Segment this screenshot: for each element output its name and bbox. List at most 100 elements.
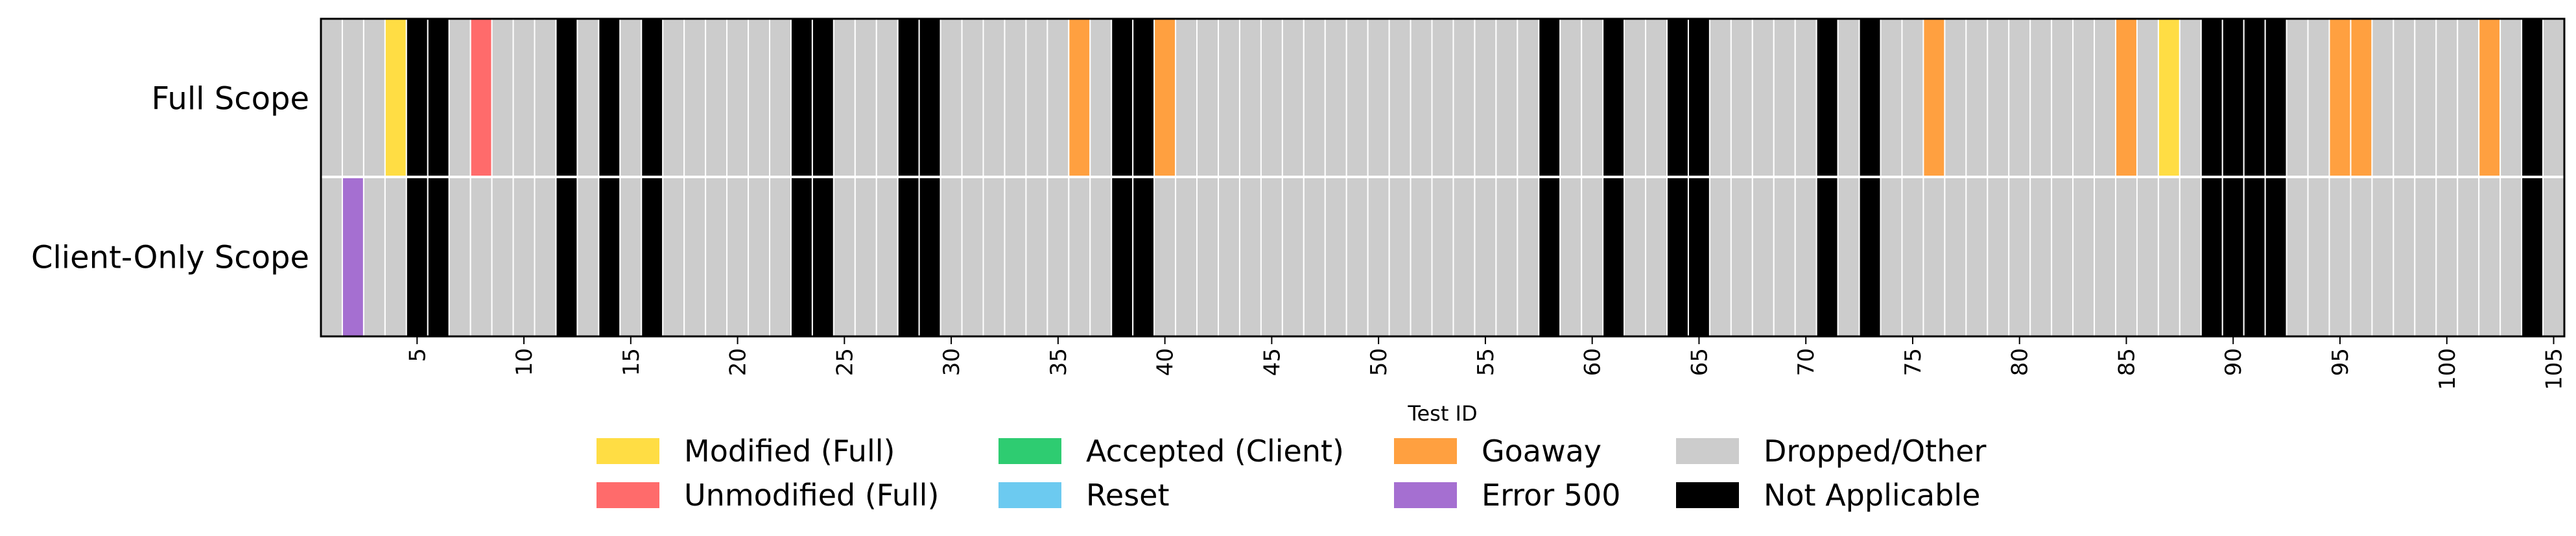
heatmap-cell-client-58 <box>1538 177 1561 337</box>
heatmap-cell-client-4 <box>384 177 407 337</box>
heatmap-cell-client-104 <box>2521 177 2544 337</box>
heatmap-cell-full-27 <box>875 18 899 178</box>
heatmap-cell-client-49 <box>1345 177 1369 337</box>
heatmap-cell-full-7 <box>448 18 471 178</box>
x-tick-label: 5 <box>405 348 431 362</box>
heatmap-cell-full-69 <box>1773 18 1796 178</box>
heatmap-cell-client-57 <box>1517 177 1540 337</box>
legend-swatch <box>998 482 1061 508</box>
heatmap-cell-full-89 <box>2200 18 2223 178</box>
heatmap-cell-client-37 <box>1089 177 1113 337</box>
heatmap-cell-client-33 <box>1004 177 1027 337</box>
heatmap-cell-client-64 <box>1666 177 1689 337</box>
heatmap-cell-client-87 <box>2157 177 2180 337</box>
heatmap-cell-client-29 <box>918 177 941 337</box>
heatmap-cell-client-41 <box>1175 177 1198 337</box>
heatmap-cell-client-9 <box>491 177 514 337</box>
heatmap-cell-client-20 <box>726 177 750 337</box>
heatmap-cell-client-28 <box>897 177 920 337</box>
heatmap-cell-full-50 <box>1367 18 1390 178</box>
x-tick-label: 95 <box>2328 348 2354 376</box>
heatmap-cell-full-22 <box>769 18 792 178</box>
heatmap-cell-client-53 <box>1431 177 1454 337</box>
heatmap-cell-client-35 <box>1046 177 1070 337</box>
legend-label: Goaway <box>1482 434 1602 469</box>
heatmap-cell-full-5 <box>405 18 429 178</box>
heatmap-cell-full-43 <box>1218 18 1240 178</box>
x-tick-label: 10 <box>512 348 538 376</box>
heatmap-cell-client-102 <box>2478 177 2501 337</box>
heatmap-cell-full-6 <box>427 18 450 178</box>
heatmap-cell-client-77 <box>1944 177 1967 337</box>
heatmap-cell-client-14 <box>598 177 621 337</box>
x-tick-label: 60 <box>1580 348 1606 376</box>
heatmap-cell-full-72 <box>1837 18 1860 178</box>
heatmap-cell-full-48 <box>1324 18 1347 178</box>
heatmap-cell-full-37 <box>1089 18 1113 178</box>
heatmap-cell-full-86 <box>2136 18 2159 178</box>
heatmap-cell-client-32 <box>982 177 1006 337</box>
legend-label: Error 500 <box>1482 478 1621 513</box>
heatmap-cell-full-82 <box>2051 18 2074 178</box>
heatmap-cell-client-13 <box>576 177 600 337</box>
heatmap-cell-full-14 <box>598 18 621 178</box>
heatmap-cell-full-45 <box>1260 18 1283 178</box>
heatmap-cell-full-98 <box>2393 18 2416 178</box>
heatmap-cell-client-63 <box>1645 177 1668 337</box>
legend-item-accepted-client: Accepted (Client) <box>998 429 1344 473</box>
heatmap-cell-full-76 <box>1922 18 1946 178</box>
heatmap-cell-full-46 <box>1281 18 1305 178</box>
heatmap-cell-client-25 <box>833 177 856 337</box>
heatmap-cell-full-105 <box>2542 18 2565 178</box>
heatmap-cell-client-47 <box>1303 177 1326 337</box>
heatmap-cell-client-97 <box>2371 177 2394 337</box>
heatmap-cell-client-12 <box>555 177 578 337</box>
heatmap-cell-client-90 <box>2221 177 2245 337</box>
heatmap-cell-full-83 <box>2072 18 2096 178</box>
heatmap-cell-client-60 <box>1581 177 1604 337</box>
heatmap-cell-client-52 <box>1410 177 1433 337</box>
heatmap-cell-client-82 <box>2051 177 2074 337</box>
x-tick-label: 25 <box>832 348 858 376</box>
heatmap-cell-client-46 <box>1281 177 1305 337</box>
heatmap-cell-full-54 <box>1452 18 1476 178</box>
heatmap-cell-full-29 <box>918 18 941 178</box>
heatmap-cell-full-13 <box>576 18 600 178</box>
heatmap-cell-client-71 <box>1815 177 1839 337</box>
legend-swatch <box>1394 438 1457 464</box>
heatmap-cell-client-8 <box>469 177 493 337</box>
legend-label: Unmodified (Full) <box>684 478 939 513</box>
heatmap-cell-client-70 <box>1794 177 1817 337</box>
x-tick-label: 105 <box>2542 348 2568 390</box>
x-tick-label: 50 <box>1366 348 1392 376</box>
heatmap-cell-full-95 <box>2328 18 2352 178</box>
x-tick-label: 20 <box>726 348 751 376</box>
heatmap-cell-client-98 <box>2393 177 2416 337</box>
heatmap-cell-full-2 <box>341 18 364 178</box>
heatmap-cell-full-34 <box>1025 18 1048 178</box>
heatmap-cell-full-75 <box>1901 18 1924 178</box>
chart-legend: Modified (Full) Unmodified (Full) Accepted… <box>597 429 2023 526</box>
heatmap-cell-full-102 <box>2478 18 2501 178</box>
heatmap-cell-client-72 <box>1837 177 1860 337</box>
legend-item-not-applicable: Not Applicable <box>1676 473 1980 517</box>
heatmap-cell-full-65 <box>1687 18 1710 178</box>
heatmap-cell-client-61 <box>1602 177 1625 337</box>
heatmap-cell-client-21 <box>748 177 770 337</box>
heatmap-cell-full-68 <box>1751 18 1775 178</box>
heatmap-cell-full-4 <box>384 18 407 178</box>
heatmap-cell-client-11 <box>534 177 557 337</box>
heatmap-cell-full-92 <box>2264 18 2287 178</box>
heatmap-cell-client-105 <box>2542 177 2565 337</box>
heatmap-cell-client-18 <box>683 177 707 337</box>
heatmap-cell-full-33 <box>1004 18 1027 178</box>
x-tick-label: 35 <box>1046 348 1072 376</box>
heatmap-cell-client-39 <box>1132 177 1155 337</box>
heatmap-cell-full-73 <box>1858 18 1882 178</box>
heatmap-cell-full-12 <box>555 18 578 178</box>
heatmap-cell-full-3 <box>362 18 386 178</box>
heatmap-cell-client-27 <box>875 177 899 337</box>
heatmap-cell-full-10 <box>512 18 536 178</box>
heatmap-cell-full-85 <box>2115 18 2138 178</box>
heatmap-cell-client-54 <box>1452 177 1476 337</box>
